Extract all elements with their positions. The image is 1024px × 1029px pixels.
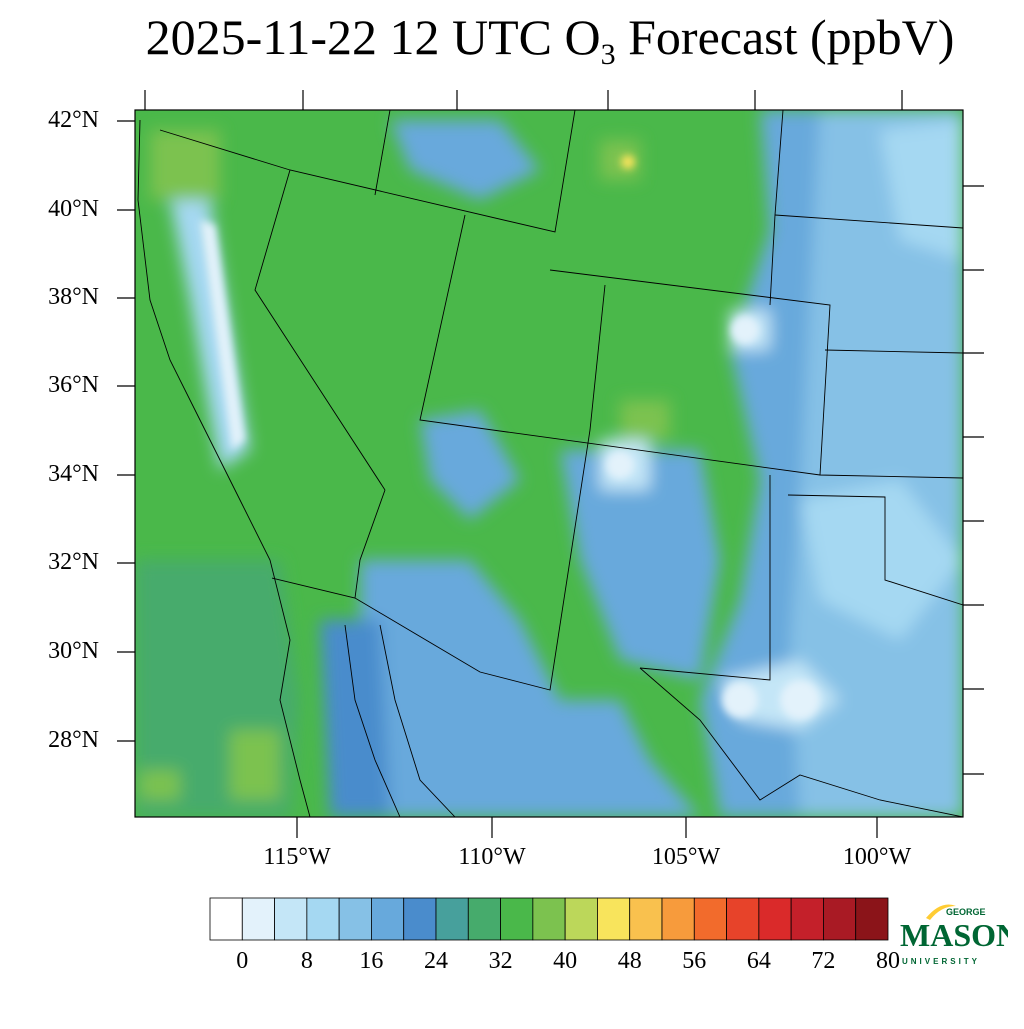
colorbar-swatch (241, 897, 275, 941)
colorbar-tick-label: 0 (236, 948, 249, 974)
lat-label-32: 32°N (48, 549, 99, 575)
title-prefix: 2025-11-22 12 UTC O (145, 9, 601, 65)
lat-label-30: 30°N (48, 638, 99, 664)
lat-label-42: 42°N (48, 107, 99, 133)
title-subscript: 3 (600, 38, 616, 71)
lon-label-110: 110°W (458, 844, 526, 870)
colorbar-swatch (532, 897, 566, 941)
george-mason-logo: GEORGE MASON UNIVERSITY (896, 898, 1019, 968)
map-title: 2025-11-22 12 UTC O3 Forecast (ppbV) (0, 8, 1024, 72)
lat-label-28: 28°N (48, 727, 99, 753)
colorbar-tick-label: 40 (553, 948, 578, 974)
ozone-field (135, 110, 963, 817)
colorbar-tick-label: 24 (424, 948, 448, 974)
colorbar-swatch (855, 897, 889, 941)
colorbar-swatch (338, 897, 372, 941)
logo-line2: MASON (900, 917, 1008, 953)
plot-frame (134, 109, 964, 818)
colorbar-tick-label: 56 (682, 948, 707, 974)
colorbar (209, 897, 889, 941)
lat-label-38: 38°N (48, 284, 99, 310)
colorbar-swatch (371, 897, 405, 941)
logo-line3: UNIVERSITY (902, 957, 980, 966)
colorbar-tick-label: 80 (876, 948, 900, 974)
lon-label-105: 105°W (651, 844, 721, 870)
colorbar-swatch (823, 897, 857, 941)
axis-ticks (117, 90, 984, 838)
lat-label-40: 40°N (48, 196, 99, 222)
colorbar-swatch (597, 897, 631, 941)
colorbar-swatch (661, 897, 695, 941)
colorbar-swatch (500, 897, 534, 941)
lat-label-36: 36°N (48, 372, 99, 398)
colorbar-tick-label: 32 (488, 948, 513, 974)
colorbar-swatch (758, 897, 792, 941)
colorbar-swatch (274, 897, 308, 941)
colorbar-tick-label: 8 (300, 948, 313, 974)
colorbar-tick-label: 72 (811, 948, 836, 974)
lat-label-34: 34°N (48, 461, 99, 487)
colorbar-swatch (693, 897, 727, 941)
colorbar-swatch (435, 897, 469, 941)
lon-label-100: 100°W (842, 844, 912, 870)
colorbar-tick-label: 48 (617, 948, 642, 974)
title-suffix: Forecast (ppbV) (615, 9, 955, 65)
lon-label-115: 115°W (263, 844, 331, 870)
colorbar-swatch (726, 897, 760, 941)
colorbar-swatch (209, 897, 243, 941)
logo-svg: GEORGE MASON UNIVERSITY (900, 904, 1019, 966)
colorbar-swatch (306, 897, 340, 941)
colorbar-swatch (403, 897, 437, 941)
colorbar-swatch (564, 897, 598, 941)
colorbar-swatch (467, 897, 501, 941)
colorbar-swatch (790, 897, 824, 941)
state-borders (137, 110, 963, 817)
colorbar-tick-label: 64 (746, 948, 771, 974)
colorbar-swatch (629, 897, 663, 941)
logo-line1: GEORGE (946, 907, 986, 917)
colorbar-tick-label: 16 (359, 948, 384, 974)
